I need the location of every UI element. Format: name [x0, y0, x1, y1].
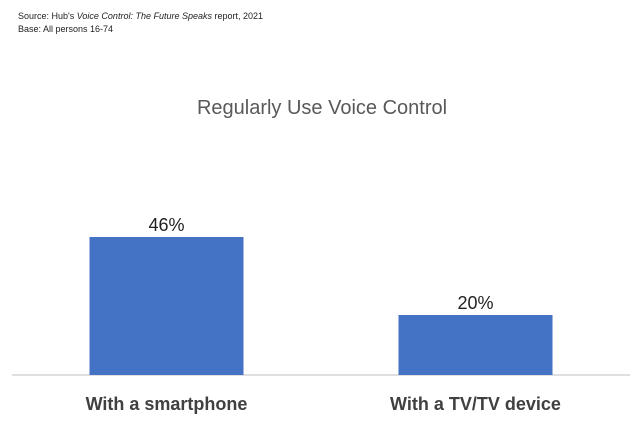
chart-title: Regularly Use Voice Control [196, 97, 448, 119]
source-prefix: Source: Hub's [18, 11, 77, 21]
source-line: Source: Hub's Voice Control: The Future … [18, 10, 263, 23]
source-suffix: report, 2021 [211, 11, 264, 21]
base-line: Base: All persons 16-74 [18, 24, 114, 34]
category-label-1: With a TV/TV device [390, 394, 561, 414]
bar-1 [398, 315, 553, 375]
category-label-0: With a smartphone [86, 394, 248, 414]
bar-0 [89, 237, 244, 375]
data-label-0: 46% [148, 215, 184, 235]
source-note: Source: Hub's Voice Control: The Future … [18, 10, 263, 36]
data-label-1: 20% [457, 293, 493, 313]
source-report-title: Voice Control: The Future Speaks [76, 11, 212, 21]
